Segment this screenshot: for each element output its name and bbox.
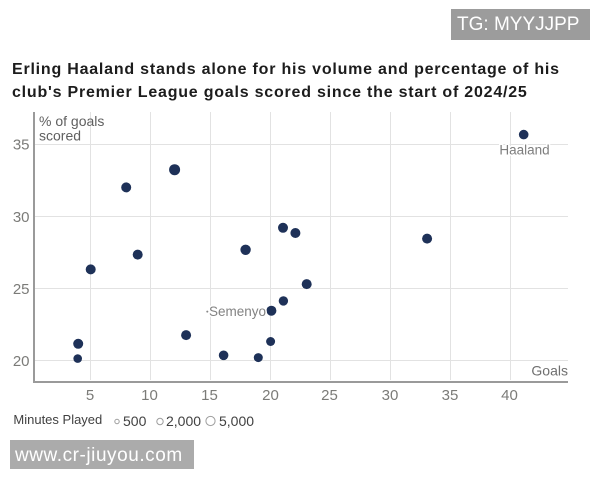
svg-text:35: 35 <box>13 137 30 154</box>
svg-text:% of goals: % of goals <box>39 113 104 129</box>
svg-text:40: 40 <box>501 387 518 404</box>
svg-text:25: 25 <box>321 387 338 404</box>
svg-text:30: 30 <box>13 209 30 226</box>
svg-text:5,000: 5,000 <box>219 413 254 429</box>
svg-text:30: 30 <box>382 387 399 404</box>
svg-text:35: 35 <box>442 387 459 404</box>
svg-text:Haaland: Haaland <box>499 142 549 157</box>
svg-text:25: 25 <box>13 281 30 298</box>
svg-text:Minutes Played: Minutes Played <box>13 412 102 427</box>
svg-text:scored: scored <box>39 128 81 144</box>
svg-text:Goals: Goals <box>531 363 568 379</box>
svg-text:500: 500 <box>123 413 147 429</box>
svg-text:Semenyo: Semenyo <box>209 304 266 319</box>
svg-text:20: 20 <box>262 387 279 404</box>
svg-text:20: 20 <box>13 353 30 370</box>
svg-text:10: 10 <box>141 387 158 404</box>
svg-text:15: 15 <box>201 387 218 404</box>
svg-text:5: 5 <box>86 387 94 404</box>
svg-text:2,000: 2,000 <box>166 413 201 429</box>
